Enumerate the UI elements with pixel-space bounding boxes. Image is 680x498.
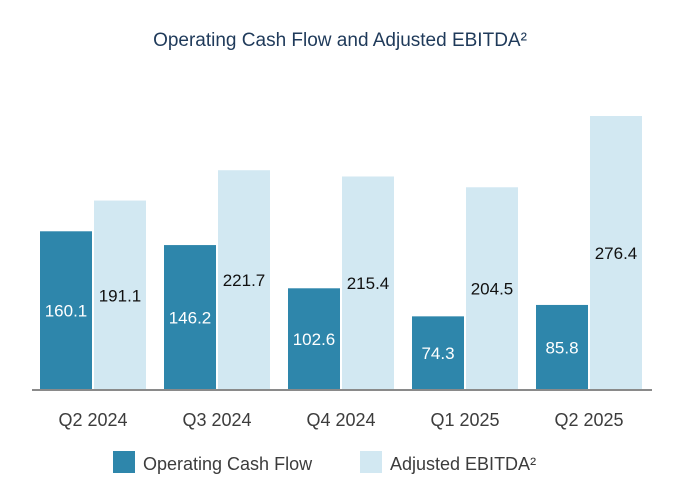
bar-adjusted-ebitda-q1-2025 xyxy=(466,187,518,390)
bars-group: 160.1 191.1 146.2 221.7 102.6 215.4 74.3 204.5 8… xyxy=(40,116,642,390)
bar-adjusted-ebitda-q3-2024 xyxy=(218,170,270,390)
bar-operating-cash-flow-q3-2024 xyxy=(164,245,216,390)
data-label-adjusted-ebitda-q1-2025: 204.5 xyxy=(471,280,514,299)
data-label-operating-cash-flow-q4-2024: 102.6 xyxy=(293,330,336,349)
legend-label-operating-cash-flow: Operating Cash Flow xyxy=(143,454,313,474)
bar-adjusted-ebitda-q2-2025 xyxy=(590,116,642,390)
bar-operating-cash-flow-q4-2024 xyxy=(288,288,340,390)
data-label-operating-cash-flow-q2-2025: 85.8 xyxy=(545,338,578,357)
legend: Operating Cash Flow Adjusted EBITDA² xyxy=(113,451,536,474)
x-tick-label-q2-2025: Q2 2025 xyxy=(554,410,623,430)
x-tick-label-q4-2024: Q4 2024 xyxy=(306,410,375,430)
bar-adjusted-ebitda-q4-2024 xyxy=(342,176,394,390)
data-label-operating-cash-flow-q3-2024: 146.2 xyxy=(169,309,212,328)
x-axis-ticks: Q2 2024 Q3 2024 Q4 2024 Q1 2025 Q2 2025 xyxy=(58,410,623,430)
data-label-adjusted-ebitda-q2-2024: 191.1 xyxy=(99,286,142,305)
data-label-operating-cash-flow-q1-2025: 74.3 xyxy=(421,344,454,363)
bar-operating-cash-flow-q1-2025 xyxy=(412,316,464,390)
legend-swatch-adjusted-ebitda xyxy=(360,451,382,473)
x-tick-label-q1-2025: Q1 2025 xyxy=(430,410,499,430)
x-tick-label-q2-2024: Q2 2024 xyxy=(58,410,127,430)
data-label-adjusted-ebitda-q4-2024: 215.4 xyxy=(347,274,390,293)
bar-operating-cash-flow-q2-2024 xyxy=(40,231,92,390)
data-label-operating-cash-flow-q2-2024: 160.1 xyxy=(45,302,88,321)
legend-swatch-operating-cash-flow xyxy=(113,451,135,473)
legend-label-adjusted-ebitda: Adjusted EBITDA² xyxy=(390,454,536,474)
bar-adjusted-ebitda-q2-2024 xyxy=(94,200,146,390)
data-label-adjusted-ebitda-q3-2024: 221.7 xyxy=(223,271,266,290)
data-label-adjusted-ebitda-q2-2025: 276.4 xyxy=(595,244,638,263)
bar-operating-cash-flow-q2-2025 xyxy=(536,304,588,390)
x-tick-label-q3-2024: Q3 2024 xyxy=(182,410,251,430)
chart-title: Operating Cash Flow and Adjusted EBITDA² xyxy=(153,30,527,51)
